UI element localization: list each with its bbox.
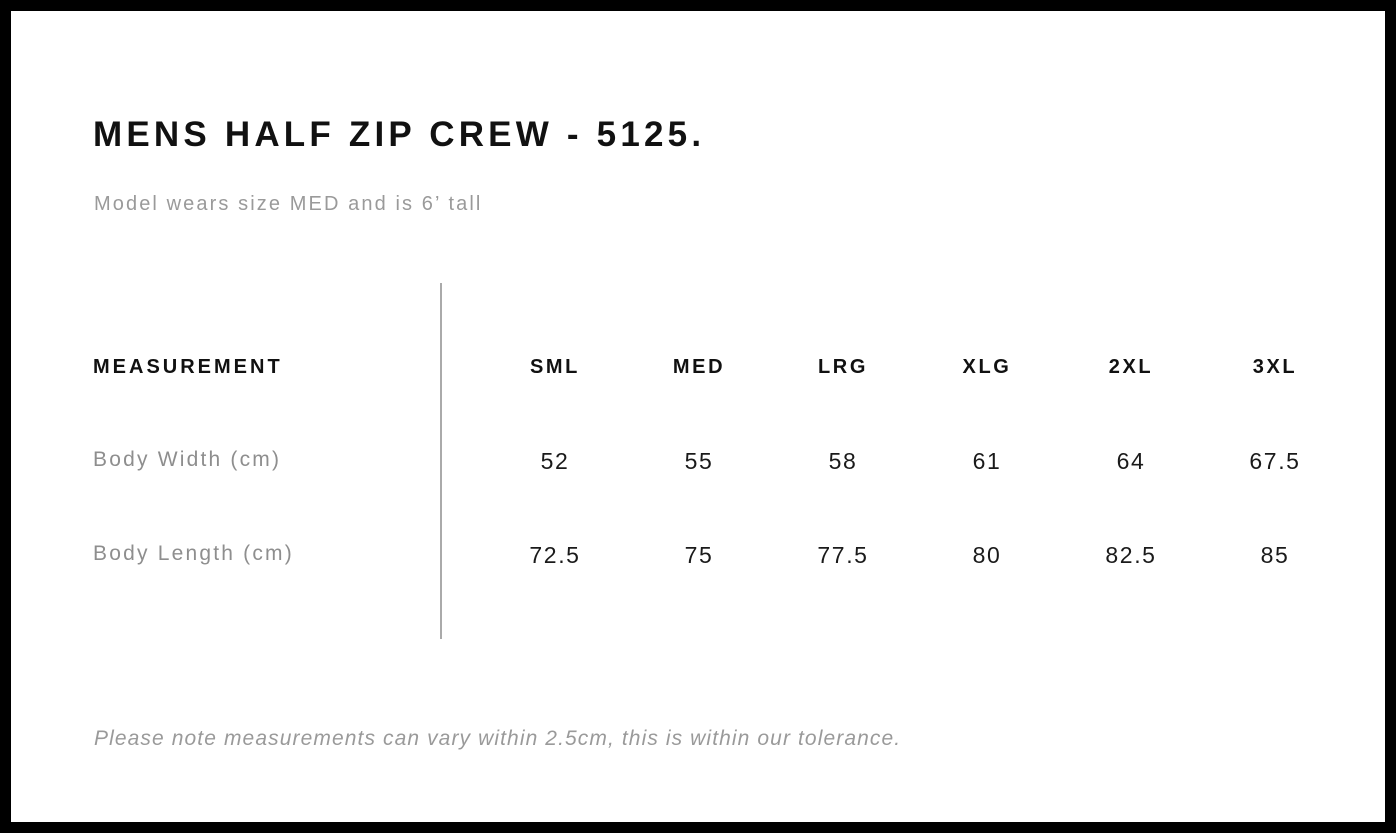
- cell-body-length-3xl: 85: [1260, 542, 1290, 568]
- column-header-lrg: LRG: [817, 356, 869, 378]
- column-header-xlg: XLG: [962, 356, 1012, 378]
- cell-body-width-xlg: 61: [972, 448, 1002, 474]
- cell-body-length-med: 75: [684, 542, 714, 568]
- cell-body-length-lrg: 77.5: [817, 542, 869, 568]
- cell-body-length-sml: 72.5: [529, 542, 581, 568]
- column-header-sml: SML: [529, 356, 581, 378]
- table-vertical-divider: [440, 283, 442, 639]
- table-row: Body Length (cm) 72.5 75 77.5 80 82.5 85: [11, 542, 1385, 582]
- model-info-subtitle: Model wears size MED and is 6’ tall: [94, 193, 483, 215]
- cell-body-length-2xl: 82.5: [1105, 542, 1157, 568]
- row-label-body-width: Body Width (cm): [93, 448, 282, 471]
- column-header-measurement: MEASUREMENT: [93, 356, 283, 378]
- cell-body-width-sml: 52: [540, 448, 570, 474]
- column-header-med: MED: [672, 356, 726, 378]
- cell-body-width-3xl: 67.5: [1249, 448, 1301, 474]
- table-header-row: MEASUREMENT SML MED LRG XLG 2XL 3XL: [11, 356, 1385, 396]
- cell-body-width-med: 55: [684, 448, 714, 474]
- tolerance-note: Please note measurements can vary within…: [94, 727, 902, 750]
- table-row: Body Width (cm) 52 55 58 61 64 67.5: [11, 448, 1385, 488]
- cell-body-width-lrg: 58: [828, 448, 858, 474]
- row-label-body-length: Body Length (cm): [93, 542, 294, 565]
- column-header-2xl: 2XL: [1108, 356, 1154, 378]
- cell-body-width-2xl: 64: [1116, 448, 1146, 474]
- page-title: MENS HALF ZIP CREW - 5125.: [93, 115, 706, 154]
- cell-body-length-xlg: 80: [972, 542, 1002, 568]
- size-chart-card: MENS HALF ZIP CREW - 5125. Model wears s…: [11, 11, 1385, 822]
- column-header-3xl: 3XL: [1252, 356, 1298, 378]
